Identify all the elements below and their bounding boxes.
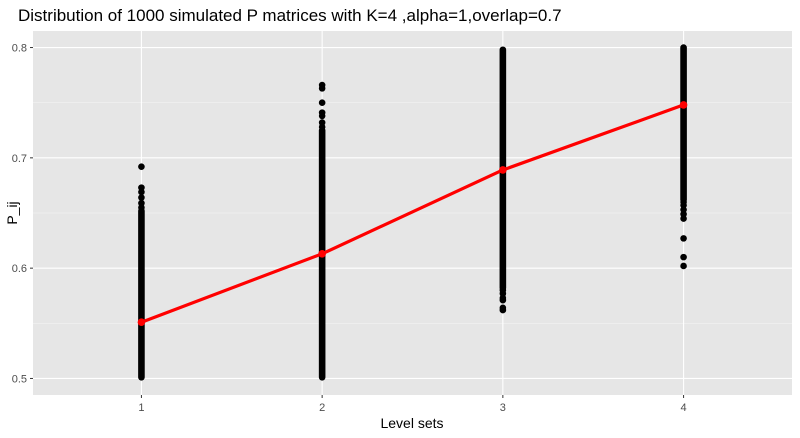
scatter-point (680, 235, 687, 242)
y-tick-label: 0.7 (12, 153, 27, 165)
y-axis-title: P_ij (4, 201, 20, 224)
y-tick-label: 0.8 (12, 43, 27, 55)
scatter-point (680, 262, 687, 270)
scatter-point (138, 199, 145, 207)
x-tick-label: 3 (500, 402, 506, 414)
mean-line (140, 103, 685, 324)
mean-point (499, 166, 507, 174)
point-column-group-4 (680, 44, 687, 204)
x-tick-label: 1 (138, 402, 144, 414)
mean-point (137, 318, 146, 327)
point-column-group-1 (138, 207, 145, 381)
x-tick-label: 4 (681, 402, 687, 414)
scatter-point (318, 81, 326, 89)
x-axis-title: Level sets (380, 415, 443, 431)
scatter-point (680, 198, 687, 206)
scatter-point (318, 109, 326, 116)
scatter-point (138, 194, 145, 201)
mean-line-layer (137, 101, 688, 327)
y-tick-label: 0.6 (12, 263, 27, 275)
axis-ticks: 0.5 0.6 0.7 0.8 1 2 3 4 (12, 43, 687, 414)
mean-point (679, 101, 688, 109)
scatter-point (318, 99, 326, 106)
y-tick-label: 0.5 (12, 373, 27, 385)
scatter-point (499, 286, 507, 294)
mean-point (318, 250, 326, 258)
scatter-point (680, 253, 687, 261)
scatter-point (499, 304, 507, 312)
x-tick-label: 2 (319, 402, 325, 414)
scatter-point (318, 119, 326, 126)
scatter-point (138, 163, 145, 170)
chart-title: Distribution of 1000 simulated P matrice… (18, 6, 562, 25)
scatter-point (138, 184, 145, 191)
